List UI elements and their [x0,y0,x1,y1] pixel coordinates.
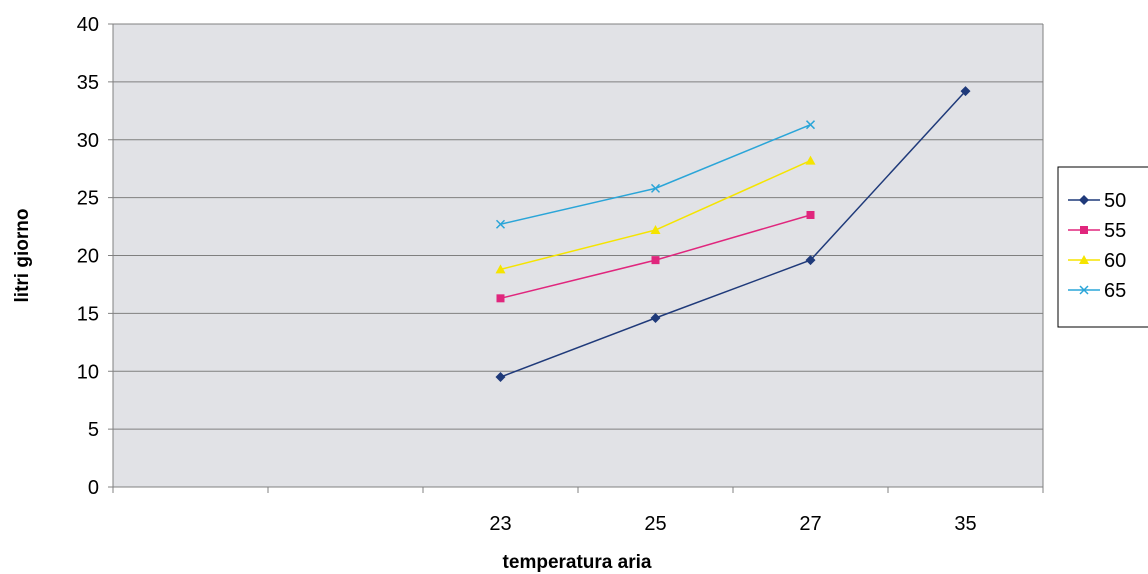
x-tick-label: 35 [954,513,976,535]
legend: 50 55 60 65 [1057,166,1148,328]
x-tick-label: 25 [644,513,666,535]
y-tick-label: 40 [77,14,99,36]
data-point [650,183,661,193]
legend-box [1057,166,1148,328]
legend-item-60: 60 [1068,250,1126,272]
y-tick-label: 0 [88,477,99,499]
legend-label: 50 [1104,190,1126,212]
y-tick-label: 25 [77,188,99,210]
data-point [495,372,506,383]
data-point [650,313,661,324]
series-60 [495,155,816,274]
series-65 [495,120,816,229]
x-tick-labels: 23 25 27 35 [489,513,976,535]
y-tick-label: 10 [77,361,99,383]
data-point [805,255,816,266]
data-point [651,256,660,265]
data-point [805,155,816,165]
y-tick-label: 30 [77,130,99,152]
data-point [495,219,506,229]
series-50 [495,86,971,383]
x-axis-title: temperatura aria [503,552,652,573]
series-55 [496,210,815,303]
data-point [806,210,815,219]
y-tick-label: 5 [88,419,99,441]
legend-label: 55 [1104,220,1126,242]
legend-item-50: 50 [1068,190,1126,212]
series-line [500,90,967,378]
series-group [495,86,971,383]
data-point [496,294,505,303]
y-tick-label: 20 [77,246,99,268]
y-tick-labels: 0 5 10 15 20 25 30 35 40 [77,14,99,499]
x-tick-label: 23 [489,513,511,535]
y-tick-label: 15 [77,303,99,325]
legend-label: 60 [1104,250,1126,272]
y-tick-label: 35 [77,72,99,94]
legend-marker [1080,226,1088,234]
legend-marker [1079,285,1089,295]
legend-item-65: 65 [1068,280,1126,302]
legend-marker [1079,255,1089,264]
data-point [650,225,661,235]
legend-item-55: 55 [1068,220,1126,242]
y-axis-title: litri giorno [12,209,33,303]
data-point [960,86,971,97]
data-point [805,120,816,130]
x-tick-label: 27 [799,513,821,535]
legend-marker [1079,195,1089,205]
legend-label: 65 [1104,280,1126,302]
axes [112,23,1044,493]
data-point [495,264,506,274]
